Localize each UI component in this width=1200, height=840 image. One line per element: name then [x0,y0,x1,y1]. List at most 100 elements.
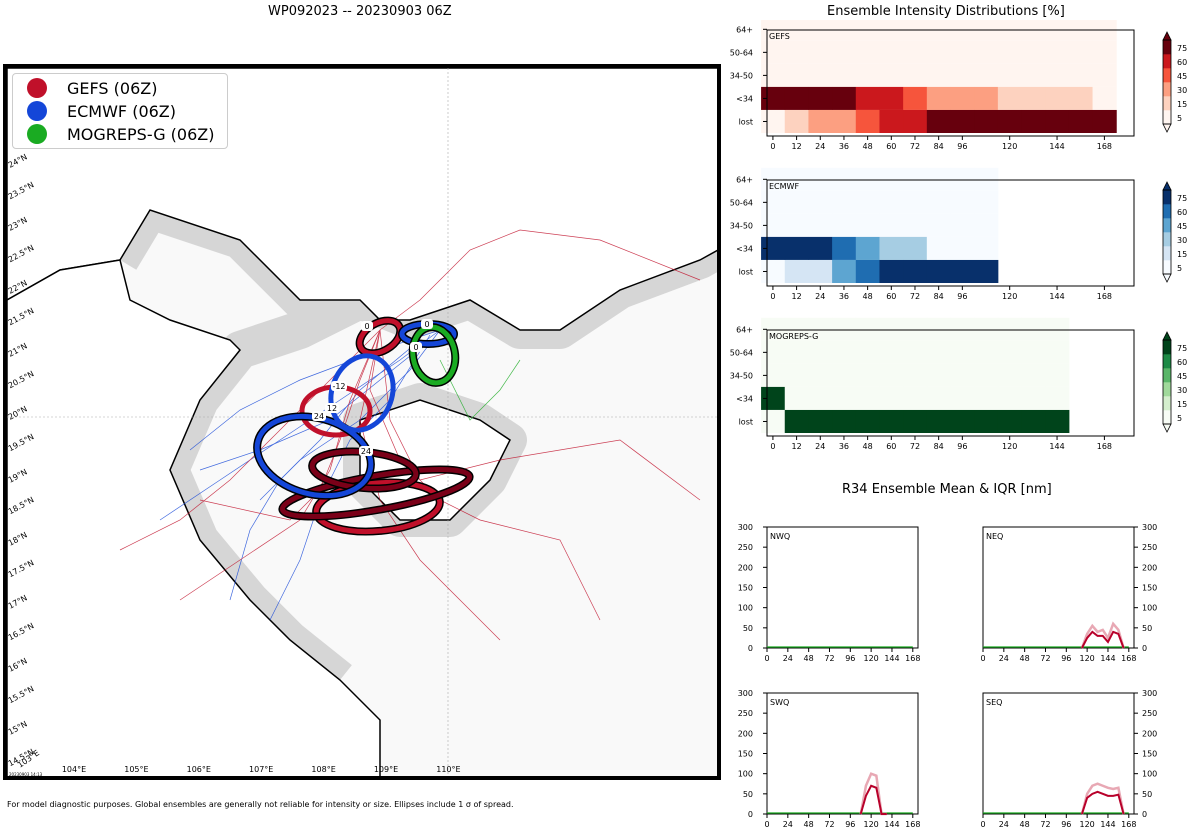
heatmap-cell [974,190,999,214]
heatmap-x-label: 84 [934,142,944,151]
heatmap-cell [855,40,880,64]
heatmap-cell [1045,109,1070,133]
heatmap-cell [879,317,904,341]
ellipse-label: -12 [332,382,345,391]
track-map: 0 12 24 0 -12 24 0 24°N23.5°N23°N22.5°N2… [3,64,721,780]
lon-label: 106°E [187,765,211,774]
heatmap-cell [950,363,975,387]
heatmap-cell [784,259,809,283]
heatmap-cell [903,409,928,433]
colorbar-frame [1162,39,1172,125]
gefs-ellipse [313,479,443,535]
heatmap-row-label: <34 [736,394,753,403]
heatmap-cell [926,363,951,387]
heatmap-cell [808,259,833,283]
heatmap-row-label: 64+ [736,175,753,184]
heatmap-cell [832,317,857,341]
heatmap-cell [1068,63,1094,87]
colorbar-label: 45 [1177,372,1187,381]
heatmap-x-label: 144 [1049,292,1064,301]
lon-label: 105°E [124,765,148,774]
r34-y-label: 200 [1142,563,1157,572]
heatmap-cell [997,109,1023,133]
heatmap-cell [950,167,975,191]
heatmap-row-label: <34 [736,94,753,103]
r34-panel-swq: SWQ 0 24 48 72 96 120 144 168 0 50 100 150 200 250 300 [738,689,921,829]
map-legend: GEFS (06Z) ECMWF (06Z) MOGREPS-G (06Z) [12,73,228,149]
heatmap-cell [1068,40,1094,64]
legend-label: ECMWF (06Z) [67,101,176,121]
r34-x-label: 0 [764,654,769,663]
r34-frame [766,526,919,649]
heatmap-cell [974,236,999,260]
r34-series-mean [859,784,887,815]
heatmap-cell [784,40,809,64]
gefs-marker-icon [27,78,47,98]
heatmap-cell [879,190,904,214]
r34-y-label: 0 [748,644,753,653]
map-gridlines [7,68,718,777]
heatmap-cell [784,363,809,387]
r34-x-label: 144 [884,820,899,829]
heatmap-cell [879,386,904,410]
heatmap-cell [808,236,833,260]
heatmap-cell [974,213,999,237]
map-frame [3,64,721,780]
heatmap-cell [832,86,857,110]
lon-label: 104°E [62,765,86,774]
colorbar-label: 5 [1177,264,1182,273]
r34-y-label: 0 [748,810,753,819]
heatmap-cell [903,340,928,364]
heatmap-cell [997,86,1023,110]
heatmap-cell [855,317,880,341]
heatmap-cell [1045,409,1070,433]
heatmap-cell [926,340,951,364]
r34-y-label: 200 [738,729,753,738]
heatmap-cell [997,317,1023,341]
heatmap-cell [1045,63,1070,87]
intensity-title: Ensemble Intensity Distributions [%] [827,4,1065,19]
heatmap-x-label: 48 [863,142,873,151]
colorbar-segment [1163,68,1171,83]
heatmap-colorbar: 5 15 30 45 60 75 [1162,181,1187,283]
r34-y-label: 250 [1142,543,1157,552]
heatmap-cell [1092,86,1117,110]
heatmap-colorbar: 5 15 30 45 60 75 [1162,31,1187,133]
r34-x-label: 96 [1061,820,1071,829]
heatmap-x-label: 24 [815,442,825,451]
heatmap-cell [997,40,1023,64]
colorbar-frame [1162,339,1172,425]
heatmap-cell [808,63,833,87]
colorbar-label: 60 [1177,58,1187,67]
r34-y-label: 200 [738,563,753,572]
heatmap-x-label: 36 [839,142,849,151]
heatmap-x-label: 84 [934,292,944,301]
r34-series-mean [1080,790,1125,815]
colorbar-label: 30 [1177,236,1187,245]
heatmap-cell [974,259,999,283]
heatmap-x-label: 144 [1049,142,1064,151]
heatmap-cell [832,340,857,364]
r34-y-label: 100 [738,770,753,779]
r34-y-label: 300 [738,689,753,698]
heatmap-cell [808,86,833,110]
heatmap-row-label: 64+ [736,25,753,34]
heatmap-x-label: 120 [1002,292,1017,301]
heatmap-cell [1092,63,1117,87]
heatmap-row-label: 50-64 [730,198,753,207]
r34-y-label: 100 [1142,604,1157,613]
heatmap-x-label: 120 [1002,142,1017,151]
heatmap-cell [808,409,833,433]
r34-x-label: 120 [1079,654,1094,663]
heatmap-row-label: 34-50 [730,371,753,380]
lon-label: 108°E [311,765,335,774]
heatmap-cell [903,190,928,214]
heatmap-cell [997,386,1023,410]
r34-series-iqr [1080,621,1125,649]
heatmap-row-label: 34-50 [730,221,753,230]
heatmap-cell [808,109,833,133]
r34-quadrant-label: NEQ [986,532,1003,541]
heatmap-cell [903,167,928,191]
heatmap-x-label: 60 [886,142,896,151]
colorbar-extend-min [1162,423,1172,433]
